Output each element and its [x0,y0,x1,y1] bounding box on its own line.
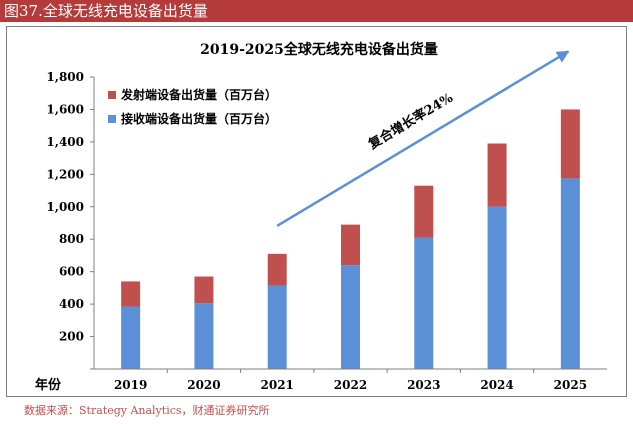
y-tick-label: 1,600 [46,102,84,116]
bar-segment-transmitter [267,253,287,286]
figure-label: 图37.全球无线充电设备出货量 [4,2,208,20]
y-tick-label: 1,800 [46,70,84,84]
x-axis: 2019 2020 2021 2022 2023 2024 2025 年份 [35,368,607,393]
y-tick-label: 1,000 [46,200,84,214]
y-tick-label: 1,400 [46,135,84,149]
source-note: 数据来源：Strategy Analytics，财通证券研究所 [24,404,270,417]
x-tick-label: 2023 [407,378,440,392]
bar-segment-receiver [487,206,507,369]
legend-label: 接收端设备出货量（百万台） [121,111,277,126]
bar-segment-receiver [414,237,434,369]
y-axis: 200 400 600 800 1,000 1,200 1,400 1,600 1,800 [46,70,95,370]
y-tick-label: 1,200 [46,167,84,181]
bar-segment-transmitter [414,185,434,238]
x-tick-label: 2022 [334,378,367,392]
bar-segment-transmitter [121,281,141,307]
growth-rate-label: 复合增长率24% [365,89,457,153]
x-tick-label: 2019 [114,378,147,392]
bar-segment-transmitter [487,143,507,207]
y-tick-label: 600 [59,265,84,279]
bar-segment-transmitter [341,224,360,266]
growth-arrow [276,50,570,227]
legend-swatch-transmitter [108,91,116,99]
legend-swatch-receiver [108,115,116,123]
bar-segment-receiver [194,303,214,369]
legend: 发射端设备出货量（百万台） 接收端设备出货量（百万台） [108,87,277,126]
bar-segment-receiver [121,306,141,369]
figure-banner: 图37.全球无线充电设备出货量 [0,0,633,22]
bar-segment-receiver [341,265,360,369]
chart-title: 2019-2025全球无线充电设备出货量 [200,41,438,58]
y-tick-label: 200 [59,330,84,344]
bars [121,109,580,369]
bar-segment-transmitter [194,276,214,304]
stacked-bar-chart: 2019-2025全球无线充电设备出货量 200 400 600 800 1,000 1,… [35,41,607,393]
x-tick-label: 2025 [554,378,587,392]
x-tick-label: 2024 [480,378,513,392]
bar-segment-receiver [267,285,287,369]
bar-segment-receiver [560,178,580,369]
y-tick-label: 400 [59,297,84,311]
legend-label: 发射端设备出货量（百万台） [120,87,277,102]
x-tick-label: 2020 [187,378,220,392]
bar-segment-transmitter [560,109,580,179]
y-tick-label: 800 [59,232,84,246]
x-tick-label: 2021 [261,378,294,392]
x-axis-label: 年份 [35,377,62,393]
chart-frame: 2019-2025全球无线充电设备出货量 200 400 600 800 1,000 1,… [6,26,627,397]
